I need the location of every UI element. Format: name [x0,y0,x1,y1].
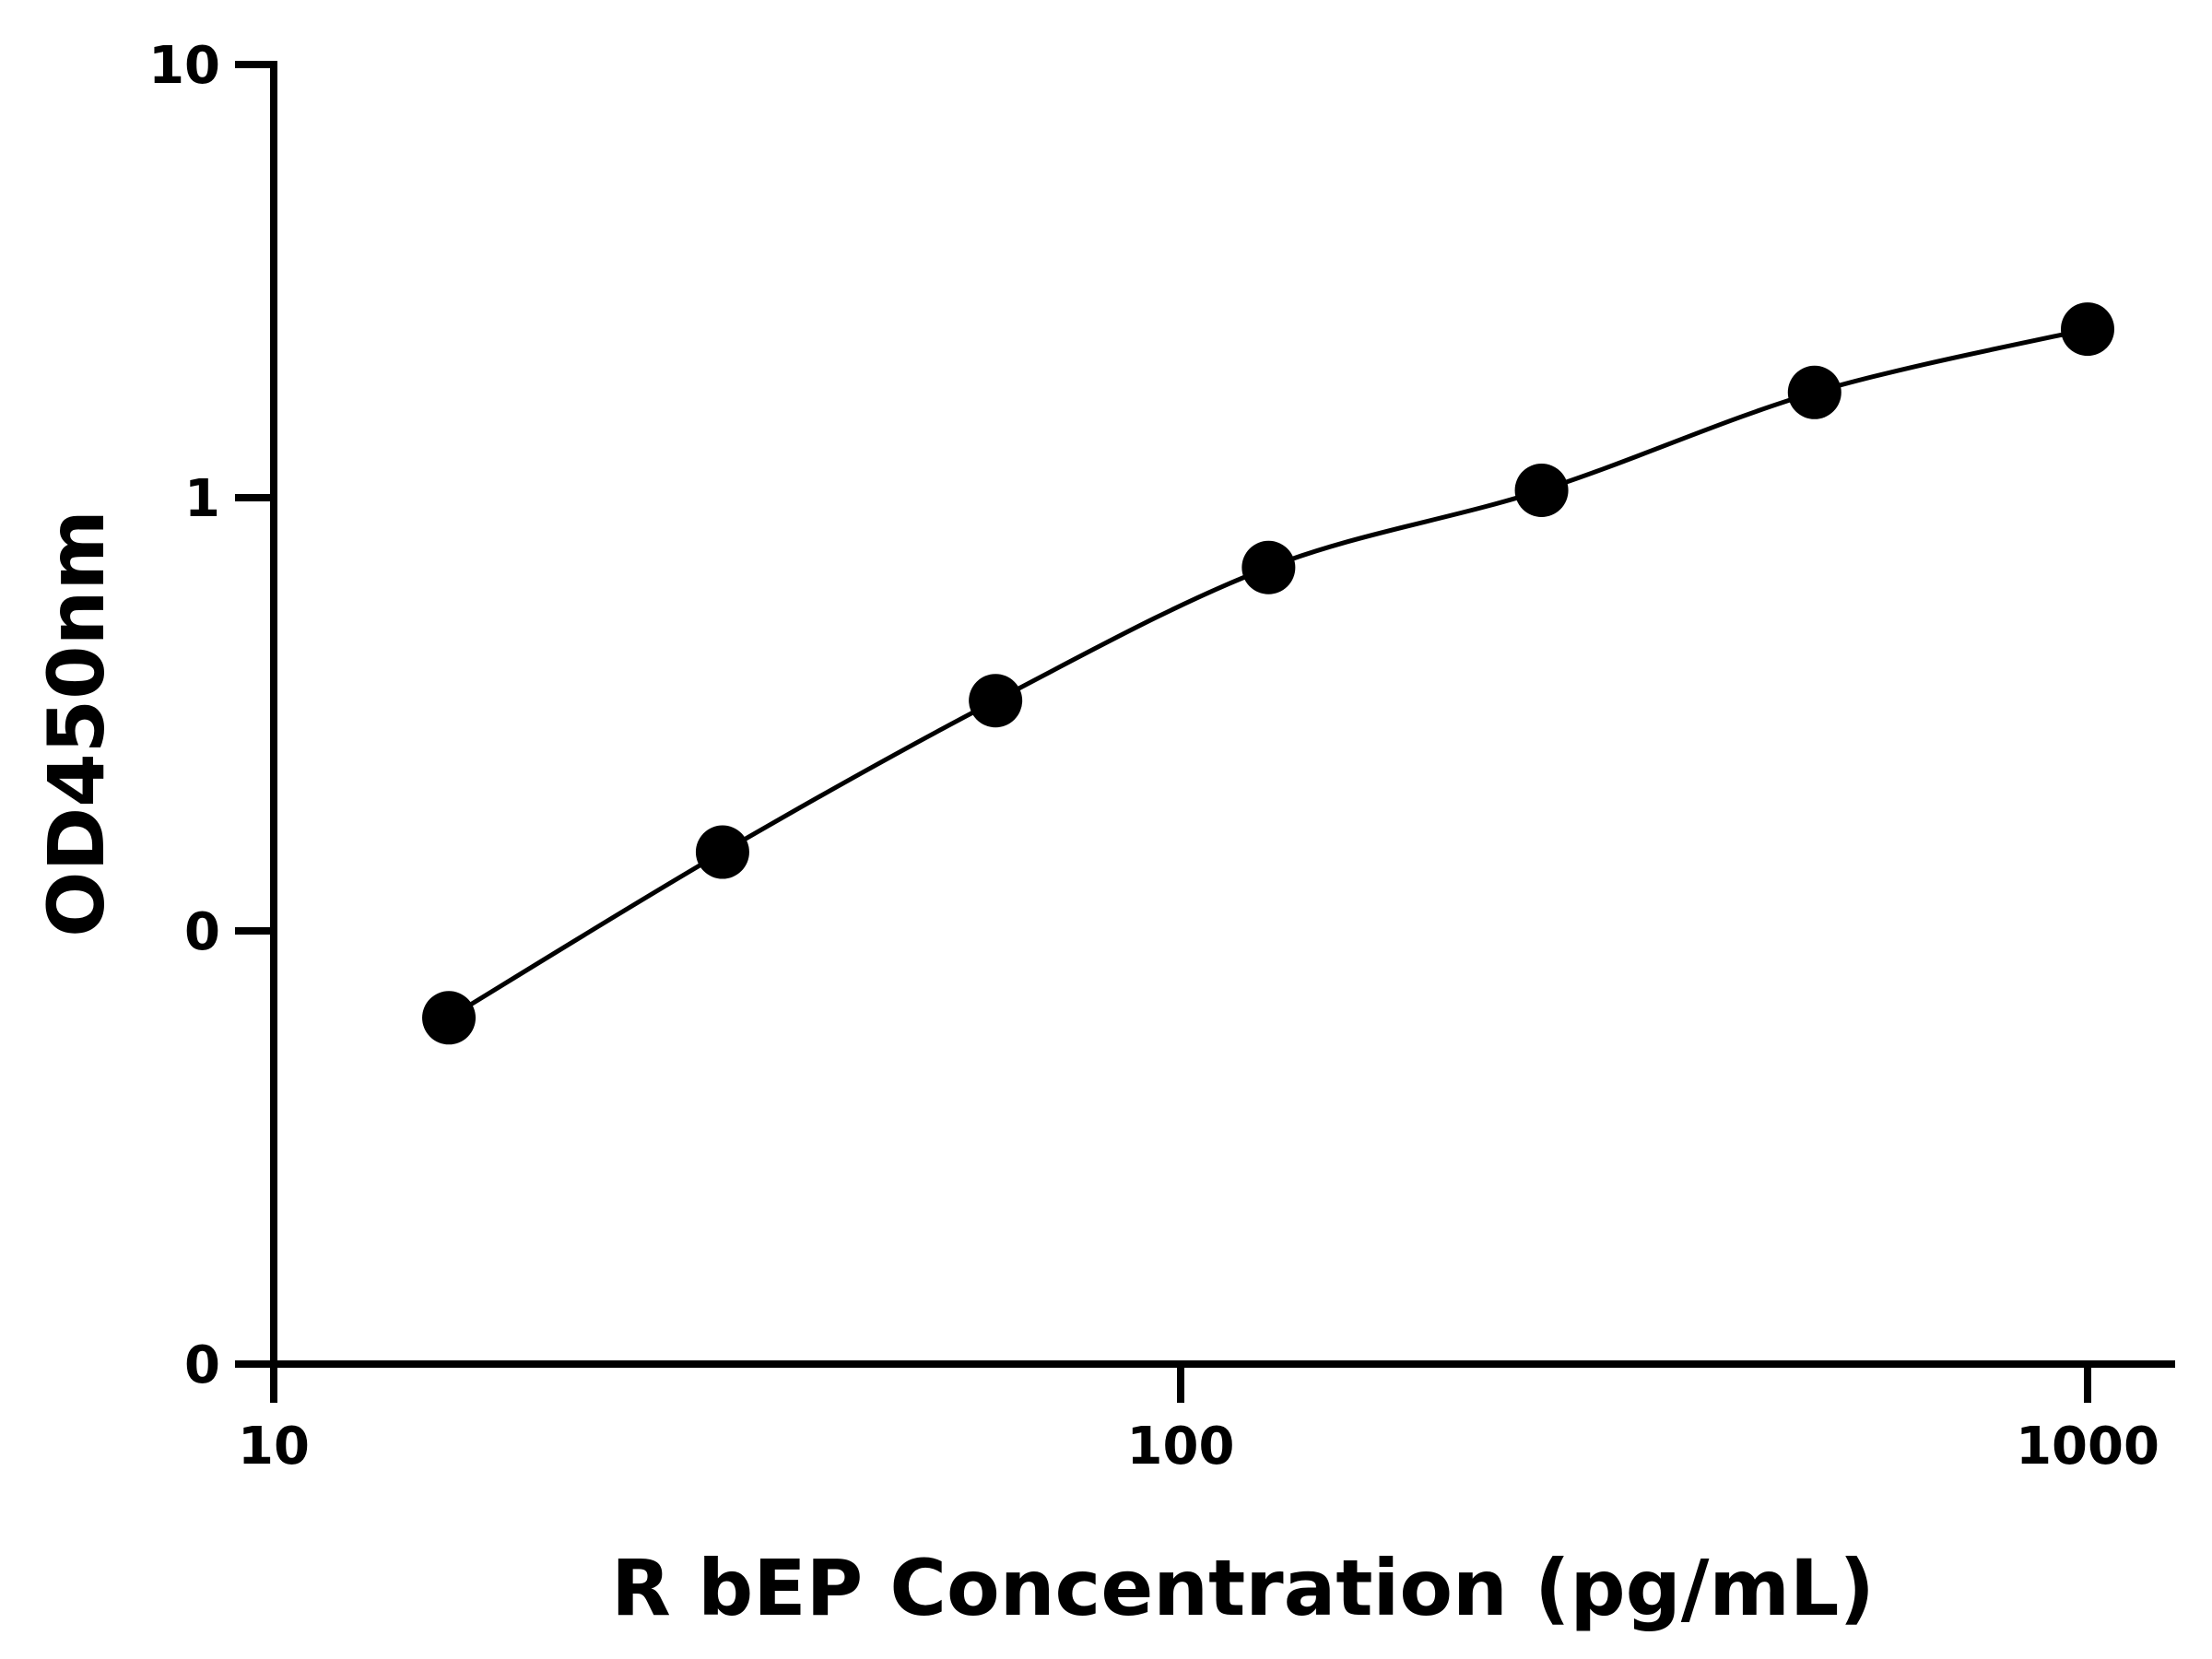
data-point [1514,463,1569,517]
y-tick-label: 10 [148,36,220,96]
y-axis-title: OD450nm [31,510,122,937]
data-point [422,991,477,1045]
data-point [695,825,749,879]
fit-curve-layer [447,326,2088,1020]
x-ticks-layer: 10 100 1000 [238,1364,2159,1477]
x-axis-title: R bEP Concentration (pg/mL) [611,1543,1875,1633]
x-tick-label: 1000 [2016,1417,2159,1477]
x-tick-label: 100 [1127,1417,1235,1477]
x-tick-label: 10 [238,1417,310,1477]
data-point [1787,365,1841,419]
data-point [969,674,1023,728]
fit-curve-line [447,326,2088,1020]
y-tick-label: 0 [184,902,220,962]
data-point [1241,540,1296,594]
axes-layer [270,61,2175,1368]
y-tick-label: 0 [184,1335,220,1395]
data-point [2061,302,2114,357]
y-ticks-layer: 0 0 1 10 [148,36,274,1395]
y-tick-label: 1 [184,469,220,529]
data-points-layer [422,302,2114,1045]
